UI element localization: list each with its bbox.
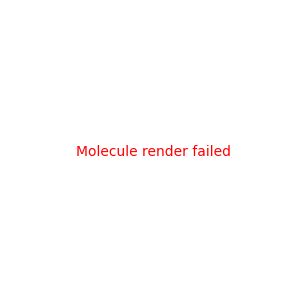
Text: Molecule render failed: Molecule render failed — [76, 145, 231, 158]
